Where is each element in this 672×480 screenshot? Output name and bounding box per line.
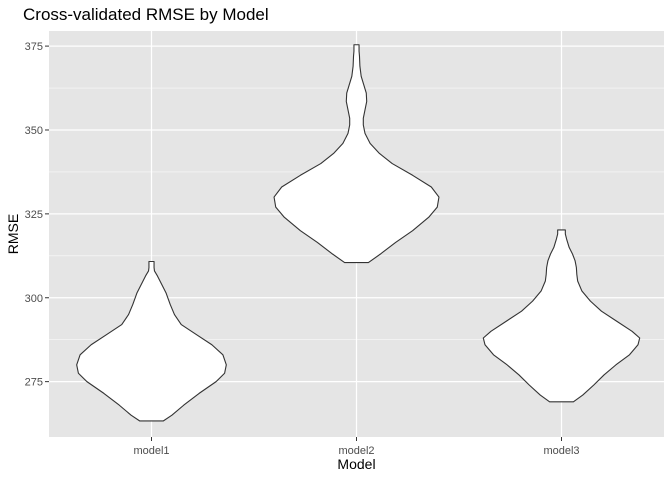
violin-model3 [482,229,641,403]
violins [76,44,641,422]
y-tick-label: 350 [25,125,43,137]
x-tick-label: model2 [338,445,374,457]
y-axis-ticks: 275 300 325 350 375 [25,41,49,389]
x-axis-title: Model [337,456,375,472]
chart-title: Cross-validated RMSE by Model [23,5,269,24]
x-tick-label: model3 [543,445,579,457]
x-axis-ticks: model1 model2 model3 [133,437,580,457]
violin-model1 [76,260,227,422]
x-tick-label: model1 [133,445,169,457]
y-tick-label: 300 [25,293,43,305]
violin-model2 [273,44,440,264]
y-tick-label: 275 [25,377,43,389]
y-tick-label: 375 [25,41,43,53]
y-tick-label: 325 [25,209,43,221]
y-axis-title: RMSE [5,214,21,254]
